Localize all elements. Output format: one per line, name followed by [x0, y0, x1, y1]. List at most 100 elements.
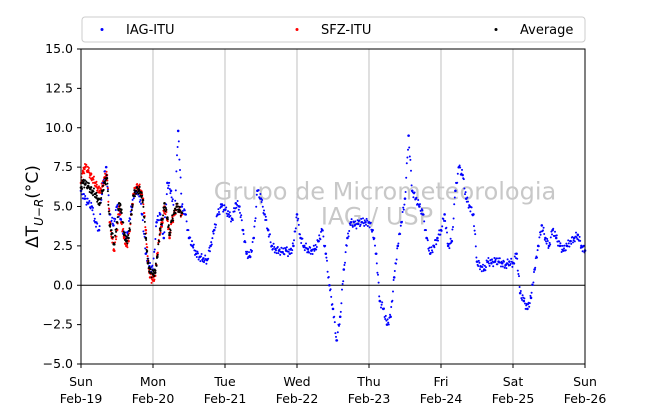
data-point-fill	[267, 235, 270, 238]
data-point-fill	[140, 196, 143, 199]
data-point-fill	[141, 194, 144, 197]
data-point-fill	[516, 269, 519, 272]
data-point-fill	[313, 249, 316, 252]
data-point-fill	[142, 205, 145, 208]
data-point-fill	[384, 314, 387, 317]
data-point-fill	[226, 215, 229, 218]
data-point-fill	[478, 261, 481, 264]
data-point-fill	[210, 243, 213, 246]
data-point	[245, 252, 248, 256]
data-point	[112, 224, 115, 227]
data-point-fill	[83, 186, 86, 189]
data-point-fill	[231, 219, 234, 222]
data-point-fill	[162, 232, 165, 235]
data-point	[212, 228, 216, 232]
data-point-fill	[366, 219, 369, 222]
data-point-fill	[500, 265, 502, 268]
data-point-fill	[218, 211, 220, 214]
data-point-fill	[218, 213, 221, 216]
data-point-fill	[208, 246, 211, 249]
data-point-fill	[178, 158, 181, 161]
data-point-fill	[191, 240, 193, 243]
data-point-fill	[127, 234, 130, 237]
data-point	[407, 134, 410, 137]
data-point-fill	[278, 248, 281, 251]
data-point-fill	[255, 193, 258, 196]
data-point-fill	[513, 255, 516, 258]
data-point-fill	[335, 335, 337, 338]
data-point-fill	[272, 242, 275, 245]
series-average	[79, 174, 184, 279]
data-point	[544, 236, 547, 240]
data-point-fill	[138, 189, 141, 192]
data-point-fill	[331, 303, 334, 306]
data-point-fill	[542, 226, 545, 229]
data-point-fill	[192, 246, 195, 249]
data-point-fill	[120, 223, 123, 226]
data-point-fill	[88, 199, 91, 202]
data-point-fill	[347, 232, 349, 235]
data-point-fill	[165, 208, 168, 211]
data-point-fill	[129, 222, 132, 225]
data-point-fill	[273, 251, 276, 254]
data-point-fill	[303, 249, 306, 252]
data-points	[79, 129, 587, 342]
data-point-fill	[155, 225, 157, 228]
data-point-fill	[420, 212, 423, 215]
data-point-fill	[130, 209, 133, 212]
data-point-fill	[168, 181, 171, 184]
data-point	[324, 252, 328, 256]
data-point-fill	[83, 168, 86, 171]
data-point-fill	[105, 174, 108, 177]
data-point-fill	[263, 209, 265, 212]
data-point-fill	[195, 256, 198, 259]
x-tick-label-date: Feb-19	[60, 391, 103, 406]
data-point-fill	[143, 220, 146, 223]
data-point-fill	[348, 230, 351, 233]
data-point-fill	[339, 310, 342, 313]
data-point-fill	[113, 220, 116, 223]
data-point-fill	[171, 214, 174, 217]
x-tick-label-date: Feb-23	[348, 391, 391, 406]
data-point	[180, 205, 184, 208]
data-point-fill	[488, 262, 490, 265]
data-point-fill	[383, 307, 385, 310]
data-point-fill	[180, 192, 183, 195]
data-point-fill	[85, 163, 88, 166]
data-point-fill	[149, 261, 151, 264]
data-point-fill	[440, 229, 443, 232]
data-point-fill	[164, 210, 167, 213]
data-point-fill	[338, 323, 341, 326]
data-point-fill	[215, 223, 217, 226]
data-point-fill	[391, 299, 394, 302]
data-point-fill	[380, 306, 382, 309]
data-point-fill	[555, 234, 558, 237]
data-point-fill	[210, 241, 213, 244]
data-point	[526, 307, 529, 311]
data-point-fill	[102, 188, 105, 191]
data-point	[127, 236, 130, 240]
data-point-fill	[212, 232, 215, 235]
data-point-fill	[85, 203, 88, 206]
data-point-fill	[143, 216, 146, 219]
data-point	[176, 129, 180, 133]
data-point-fill	[363, 219, 366, 222]
data-point-fill	[199, 260, 202, 263]
data-point	[158, 227, 162, 230]
data-point-fill	[567, 239, 570, 242]
data-point-fill	[534, 266, 537, 269]
data-point-fill	[430, 246, 433, 249]
data-point	[364, 220, 367, 224]
data-point-fill	[240, 214, 243, 217]
data-point-fill	[116, 216, 119, 219]
data-point	[486, 260, 490, 263]
data-point	[163, 202, 166, 205]
data-point-fill	[290, 247, 292, 250]
data-point-fill	[126, 246, 129, 249]
data-point-fill	[87, 201, 90, 204]
data-point	[120, 208, 123, 211]
data-point-fill	[410, 184, 413, 187]
data-point-fill	[101, 184, 104, 187]
data-point	[346, 236, 349, 240]
data-point-fill	[115, 235, 118, 238]
